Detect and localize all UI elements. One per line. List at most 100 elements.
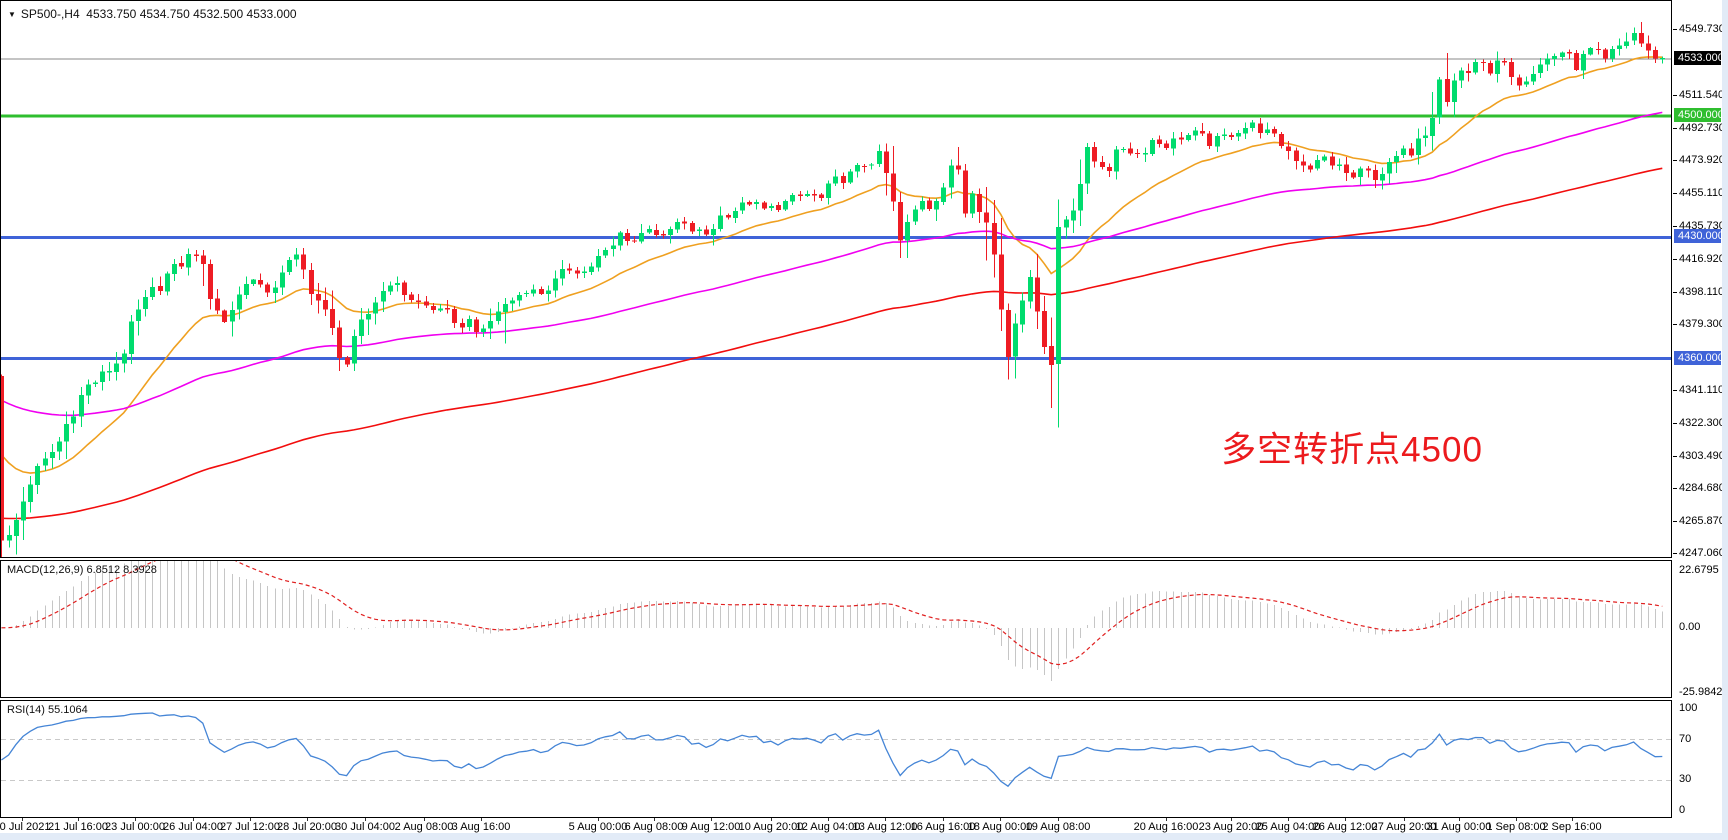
candle-body xyxy=(1150,140,1155,154)
candle-body xyxy=(388,285,393,292)
symbol-dropdown-icon[interactable]: ▼ xyxy=(8,10,16,19)
candle-body xyxy=(869,164,874,166)
candle-body xyxy=(1128,148,1133,154)
price-tick-label: 4473.920 xyxy=(1679,154,1725,167)
macd-indicator-pane[interactable]: MACD(12,26,9) 6.8512 8.3928 xyxy=(0,560,1672,698)
candle-body xyxy=(927,200,932,209)
candle-body xyxy=(618,232,623,246)
candle-body xyxy=(1330,156,1335,166)
candle-body xyxy=(999,254,1004,310)
rsi-indicator-pane[interactable]: RSI(14) 55.1064 xyxy=(0,700,1672,818)
candle-body xyxy=(1473,61,1478,73)
candle-body xyxy=(567,268,572,271)
candle-body xyxy=(1265,129,1270,134)
price-tick-mark xyxy=(1673,390,1677,392)
rsi-chart[interactable] xyxy=(1,701,1671,817)
price-tick-mark xyxy=(1673,95,1677,97)
text-annotation[interactable]: 多空转折点4500 xyxy=(1221,430,1483,470)
time-tick-label: 23 Jul 00:00 xyxy=(105,821,165,833)
candle-body xyxy=(424,301,429,306)
time-tick-label: 20 Jul 2021 xyxy=(0,821,51,833)
candle-body xyxy=(690,223,695,232)
macd-signal-line xyxy=(1,561,1663,666)
price-axis[interactable]: 4549.730 4511.540 4492.730 4473.920 4455.110… xyxy=(1673,0,1725,818)
candle-body xyxy=(1,375,4,541)
candle-body xyxy=(345,357,350,365)
candle-body xyxy=(172,263,177,275)
candle-body xyxy=(1358,168,1363,178)
time-tick-label: 21 Jul 16:00 xyxy=(48,821,108,833)
candle-body xyxy=(222,310,227,322)
candle-body xyxy=(1049,345,1054,365)
quote-low: 4532.500 xyxy=(193,7,244,21)
candle-body xyxy=(201,255,206,264)
candle-body xyxy=(970,193,975,214)
price-tick-label: 4455.110 xyxy=(1679,186,1725,199)
candle-body xyxy=(1366,168,1371,171)
candle-body xyxy=(244,283,249,295)
candle-body xyxy=(64,424,69,442)
time-tick-mark xyxy=(1459,818,1460,821)
price-tick-mark xyxy=(1673,192,1677,194)
candle-body xyxy=(1179,137,1184,140)
macd-tick-label: -25.9842 xyxy=(1679,685,1723,698)
time-tick-mark xyxy=(307,818,308,821)
candle-body xyxy=(150,286,155,298)
rsi-line xyxy=(1,712,1663,788)
time-tick-label: 30 Jul 04:00 xyxy=(335,821,395,833)
candle-body xyxy=(395,282,400,286)
time-tick-mark xyxy=(1404,818,1405,821)
macd-chart[interactable] xyxy=(1,561,1671,697)
symbol-label: SP500-,H4 xyxy=(20,7,80,21)
candle-body xyxy=(1344,164,1349,174)
candle-body xyxy=(1552,56,1557,60)
candle-body xyxy=(50,452,55,458)
candle-body xyxy=(1100,162,1105,168)
candle-body xyxy=(1488,62,1493,74)
candle-body xyxy=(1581,53,1586,71)
candle-body xyxy=(1215,135,1220,147)
candle-body xyxy=(1258,123,1263,134)
candle-body xyxy=(1409,148,1414,156)
candle-body xyxy=(718,215,723,230)
candle-body xyxy=(237,294,242,310)
candle-body xyxy=(625,232,630,241)
candle-body xyxy=(1538,64,1543,74)
time-tick-label: 20 Aug 16:00 xyxy=(1133,821,1199,833)
candle-body xyxy=(114,363,119,372)
candle-body xyxy=(639,232,644,242)
candle-body xyxy=(833,176,838,184)
candle-body xyxy=(474,319,479,332)
time-tick-mark xyxy=(711,818,712,821)
candle-body xyxy=(517,294,522,301)
candle-body xyxy=(1064,219,1069,228)
candle-body xyxy=(1596,48,1601,51)
candle-body xyxy=(819,194,824,199)
time-tick-label: 18 Aug 00:00 xyxy=(967,821,1033,833)
candle-body xyxy=(1517,77,1522,86)
candle-body xyxy=(647,229,652,233)
candle-body xyxy=(1200,131,1205,134)
candle-body xyxy=(891,173,896,202)
main-chart-pane[interactable]: ▼ SP500-,H4 4533.750 4534.750 4532.500 45… xyxy=(0,0,1672,558)
candle-body xyxy=(632,240,637,242)
candle-body xyxy=(1380,173,1385,181)
candle-body xyxy=(215,298,220,311)
time-tick-mark xyxy=(885,818,886,821)
candlestick-chart[interactable] xyxy=(1,1,1671,557)
candle-body xyxy=(1588,48,1593,55)
candle-body xyxy=(862,165,867,168)
time-tick-label: 3 Aug 16:00 xyxy=(451,821,511,833)
time-tick-mark xyxy=(365,818,366,821)
candle-body xyxy=(675,222,680,230)
candle-body xyxy=(949,165,954,188)
candle-body xyxy=(920,200,925,210)
candle-body xyxy=(1193,130,1198,136)
candle-body xyxy=(682,221,687,224)
candle-body xyxy=(1524,81,1529,85)
time-tick-label: 26 Aug 12:00 xyxy=(1312,821,1378,833)
ma-slow-line xyxy=(1,167,1663,520)
candle-body xyxy=(337,327,342,358)
candle-body xyxy=(1207,133,1212,147)
